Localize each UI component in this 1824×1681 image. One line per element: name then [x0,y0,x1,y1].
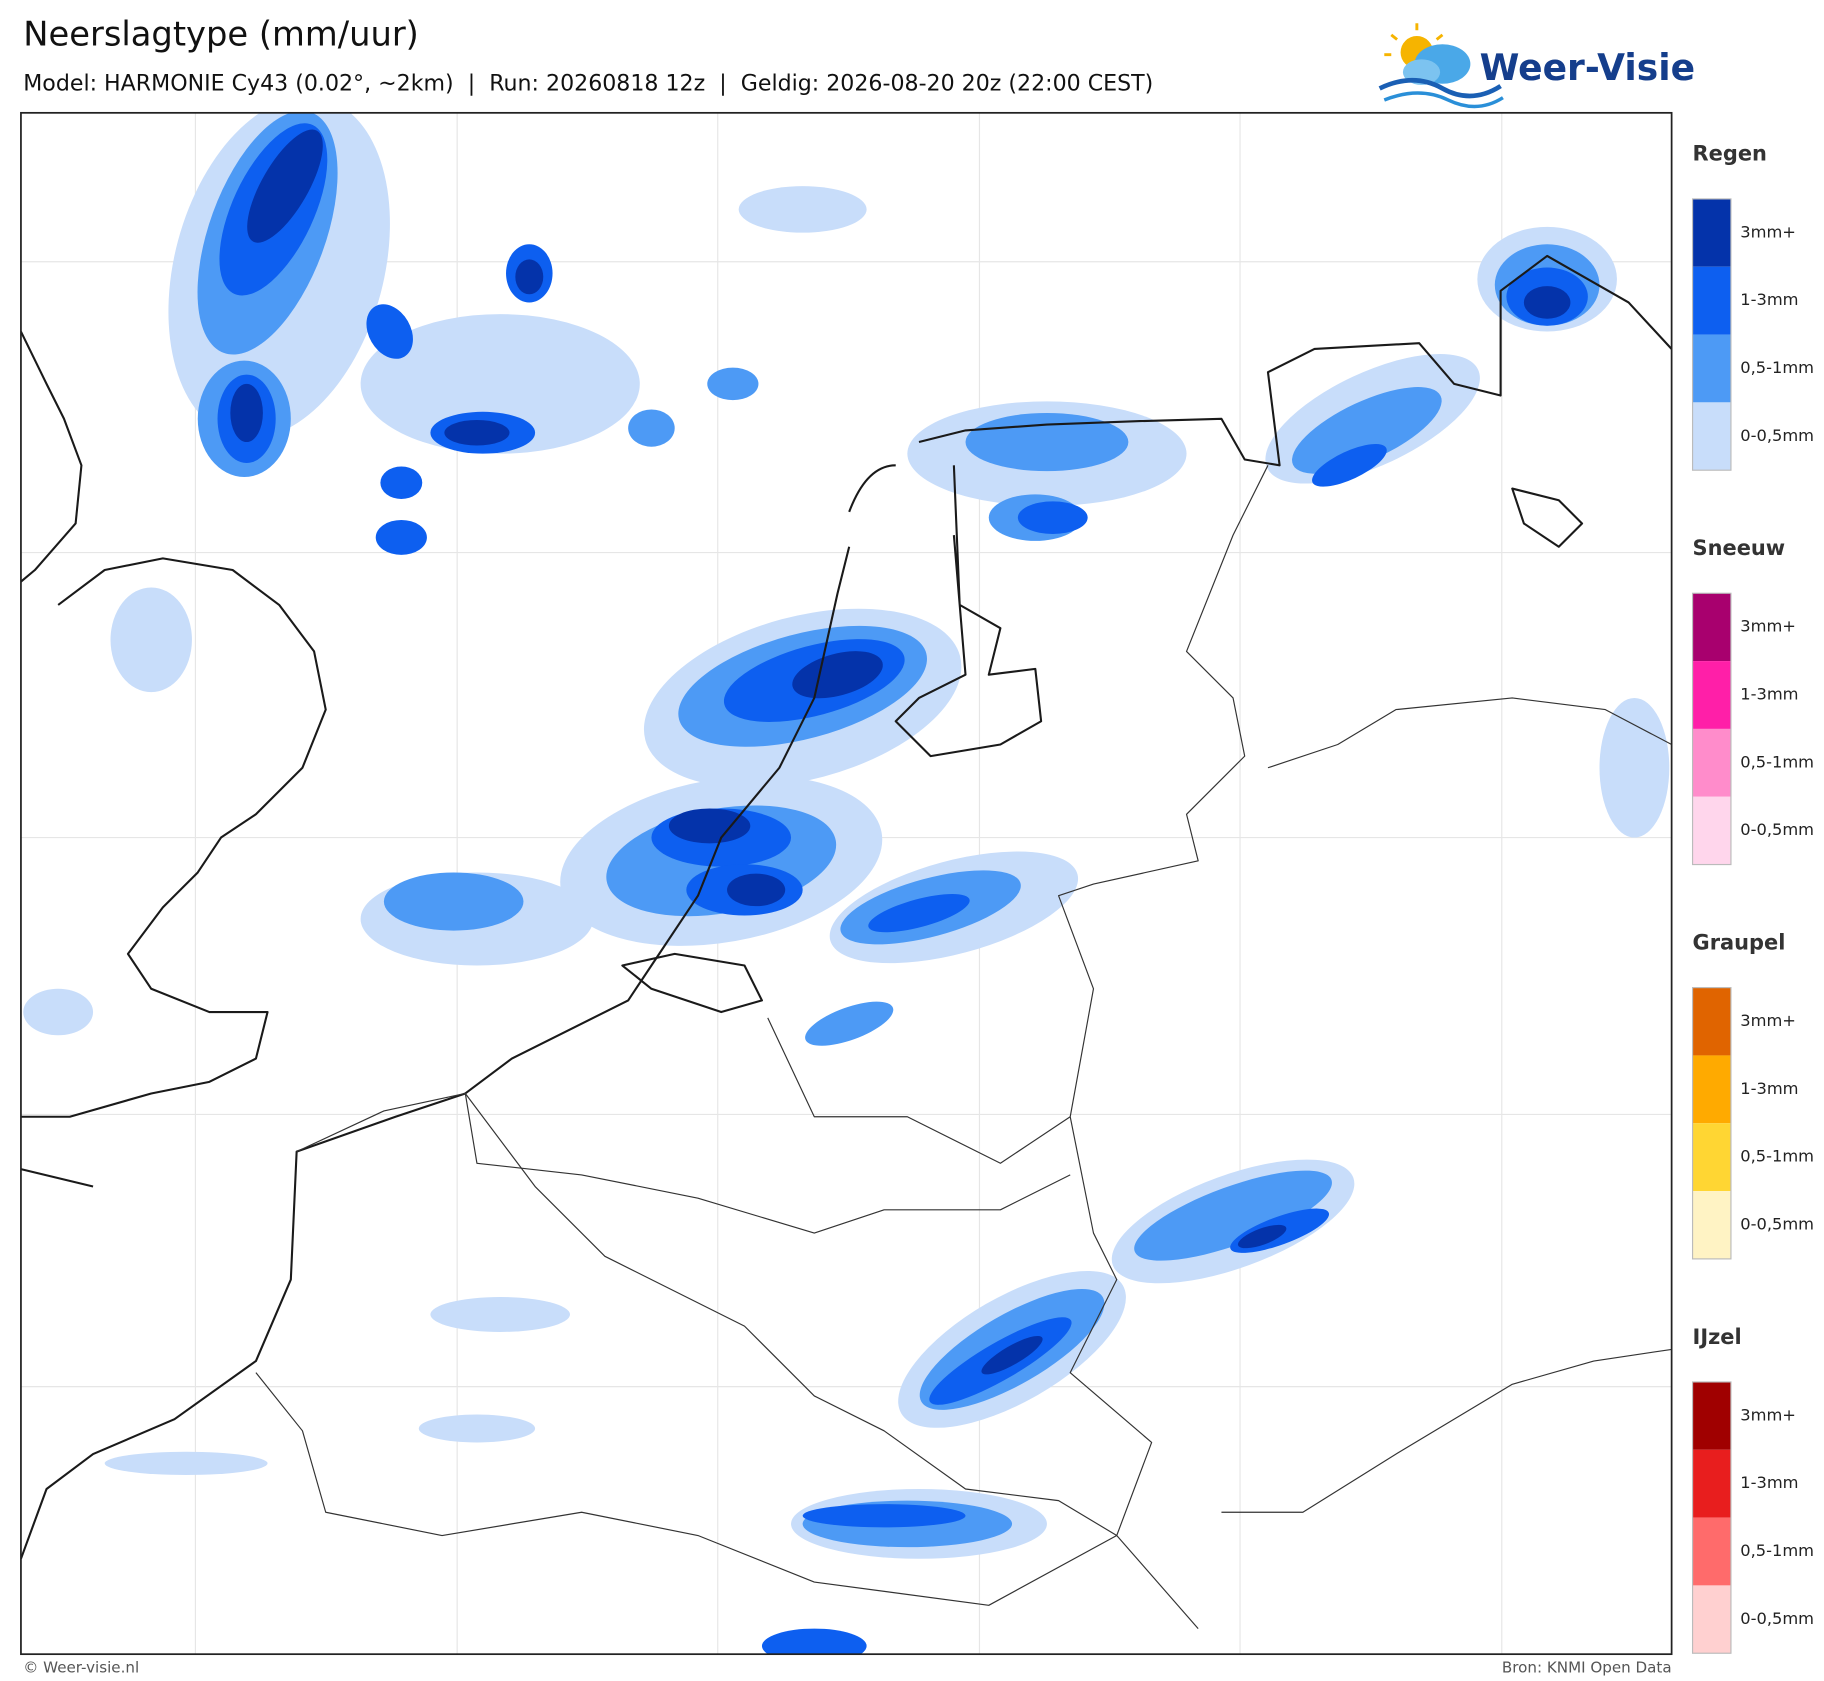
legend-swatch [1692,1585,1731,1654]
legend-frame [1691,198,1732,471]
legend-label: 3mm+ [1740,1011,1796,1030]
legend-frame [1691,592,1732,866]
legend-swatch [1692,198,1731,267]
borders [255,465,1672,1629]
legend-swatch [1692,1449,1731,1518]
legend-label: 3mm+ [1740,617,1796,636]
legend-swatch [1692,593,1731,662]
precipitation [23,112,1670,1655]
legend-label: 3mm+ [1740,222,1796,241]
legend-swatch [1692,1381,1731,1450]
legend-label: 0,5-1mm [1740,1147,1814,1166]
legend-label: 3mm+ [1740,1405,1796,1424]
legend-swatch [1692,1191,1731,1259]
legend-label: 1-3mm [1740,290,1798,309]
logo: Weer-Visie [1378,23,1695,109]
legend-frame [1691,1381,1732,1654]
legend-title: Regen [1693,142,1767,166]
legend-frame [1691,987,1732,1260]
legend-label: 0-0,5mm [1740,820,1814,839]
legend-swatch [1692,987,1731,1056]
legend-title: Sneeuw [1693,536,1786,560]
map-frame [20,111,1673,1656]
credit: © Weer-visie.nl [23,1659,139,1677]
legend-swatch [1692,661,1731,729]
legend: Regen 3mm+ 1-3mm 0,5-1mm 0-0,5mm Sneeuw 3mm+ 1-… [1691,142,1814,1654]
legend-swatch [1692,402,1731,471]
legend-swatch [1692,266,1731,335]
coastlines [20,254,1672,1560]
legend-swatch [1692,1123,1731,1192]
title: Neerslagtype (mm/uur) [23,15,419,54]
legend-swatch [1692,796,1731,865]
logo-text: Weer-Visie [1480,47,1695,89]
map [20,112,1672,1655]
legend-label: 0-0,5mm [1740,426,1814,445]
legend-swatch [1692,1055,1731,1124]
source: Bron: KNMI Open Data [1502,1659,1672,1677]
legend-label: 0-0,5mm [1740,1609,1814,1628]
subtitle: Model: HARMONIE Cy43 (0.02°, ~2km) | Run… [23,70,1153,96]
legend-swatch [1692,728,1731,797]
legend-label: 0,5-1mm [1740,358,1814,377]
legend-label: 0,5-1mm [1740,1541,1814,1560]
legend-label: 1-3mm [1740,1473,1798,1492]
legend-label: 0-0,5mm [1740,1214,1814,1233]
legend-swatch [1692,1517,1731,1586]
legend-label: 1-3mm [1740,1079,1798,1098]
legend-title: IJzel [1693,1325,1742,1349]
legend-swatch [1692,334,1731,403]
legend-label: 1-3mm [1740,684,1798,703]
legend-label: 0,5-1mm [1740,752,1814,771]
legend-title: Graupel [1693,930,1786,954]
